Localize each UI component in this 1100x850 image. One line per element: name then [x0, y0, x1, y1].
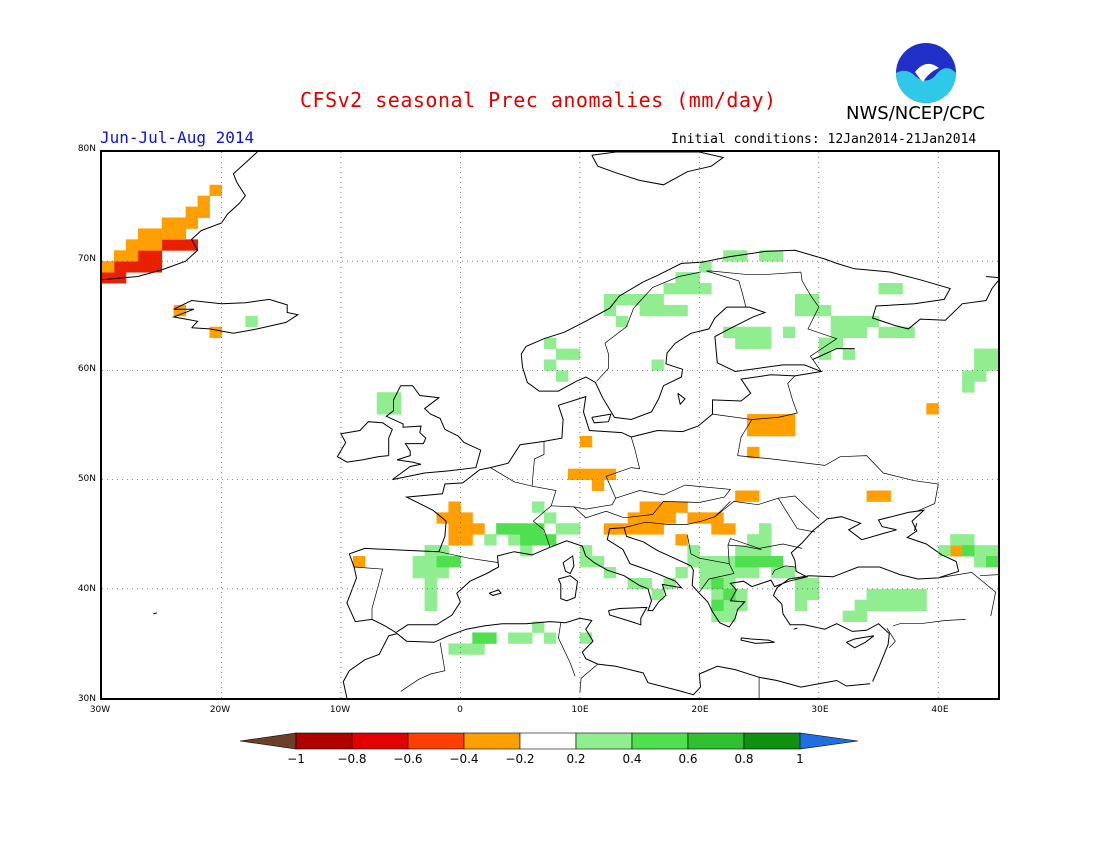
agency-label: NWS/NCEP/CPC [846, 103, 986, 124]
colorbar-label: 0.6 [678, 752, 698, 766]
anomaly-greenland-east-coast-orange [102, 184, 222, 273]
colorbar-arrow-high [799, 732, 859, 750]
colorbar-segment [295, 732, 353, 750]
colorbar-segment [575, 732, 633, 750]
longitude-label: 20E [691, 705, 709, 715]
anomaly-west-europe-mid-green [436, 523, 557, 644]
anomaly-iceland-orange [173, 304, 222, 339]
colorbar-segment [351, 732, 409, 750]
anomaly-scandinavia-green [544, 250, 998, 393]
anomaly-iberia-orange [352, 556, 366, 568]
colorbar-label: 0.4 [622, 752, 642, 766]
latitude-label: 40N [77, 584, 96, 594]
anomaly-russia-orange [747, 403, 963, 557]
colorbar-label: −0.4 [449, 752, 479, 766]
noaa-logo-icon [896, 43, 956, 103]
anomaly-balkans-orange [603, 490, 760, 546]
longitude-label: 30W [89, 705, 111, 715]
anomaly-uk-green [376, 392, 402, 415]
latitude-label: 60N [77, 364, 96, 374]
map-canvas [102, 152, 998, 698]
map-title: CFSv2 seasonal Prec anomalies (mm/day) [300, 88, 777, 112]
anomaly-iceland-green [245, 315, 258, 328]
colorbar-segment [743, 732, 801, 750]
colorbar-segment [631, 732, 689, 750]
colorbar-label: −0.8 [337, 752, 367, 766]
colorbar-arrow-low [240, 732, 297, 750]
longitude-label: 10E [571, 705, 589, 715]
longitude-label: 40E [931, 705, 949, 715]
colorbar-segment [519, 732, 577, 750]
latitude-label: 30N [77, 694, 96, 704]
precipitation-anomaly-map [100, 150, 1000, 700]
colorbar-label: −0.2 [505, 752, 535, 766]
latitude-label: 80N [77, 144, 96, 154]
forecast-period: Jun-Jul-Aug 2014 [100, 128, 255, 147]
anomaly-southeast-europe-mid-green [711, 545, 998, 612]
latitude-label: 50N [77, 474, 96, 484]
graticule [102, 152, 998, 698]
colorbar-segment [463, 732, 521, 750]
colorbar [240, 732, 859, 750]
longitude-label: 10W [329, 705, 351, 715]
colorbar-label: 0.2 [566, 752, 586, 766]
colorbar-segment [687, 732, 745, 750]
longitude-label: 20W [209, 705, 231, 715]
longitude-label: 0 [457, 705, 463, 715]
colorbar-segment [407, 732, 465, 750]
initial-conditions: Initial conditions: 12Jan2014-21Jan2014 [671, 132, 977, 147]
country-borders [354, 270, 998, 698]
colorbar-label: 1 [796, 752, 804, 766]
longitude-label: 30E [811, 705, 829, 715]
latitude-label: 70N [77, 254, 96, 264]
colorbar-label: −0.6 [393, 752, 423, 766]
colorbar-label: −1 [287, 752, 305, 766]
colorbar-label: 0.8 [734, 752, 754, 766]
anomaly-central-europe-orange [567, 435, 617, 491]
